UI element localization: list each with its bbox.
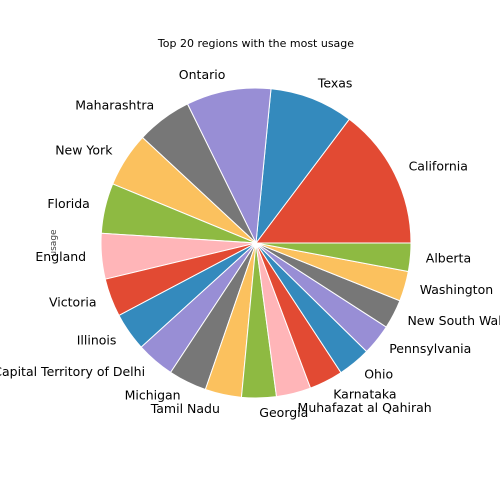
slice-label-england: England	[35, 249, 86, 264]
slice-label-california: California	[409, 158, 468, 173]
slice-label-national-capital-territory-of-delhi: National Capital Territory of Delhi	[0, 364, 145, 379]
slice-label-texas: Texas	[317, 76, 353, 91]
slice-label-victoria: Victoria	[49, 295, 96, 310]
slice-label-florida: Florida	[47, 196, 90, 211]
slice-label-maharashtra: Maharashtra	[75, 98, 154, 113]
pie-slice-california	[254, 118, 412, 244]
slice-label-new-york: New York	[55, 143, 113, 158]
pie-slice-ontario	[186, 87, 272, 245]
slice-label-georgia: Georgia	[259, 405, 308, 420]
slice-label-ontario: Ontario	[179, 67, 226, 82]
slice-label-muhafazat-al-qahirah: Muhafazat al Qahirah	[298, 400, 432, 415]
pie-slices	[100, 87, 412, 399]
slice-label-tamil-nadu: Tamil Nadu	[150, 401, 220, 416]
slice-label-alberta: Alberta	[426, 250, 471, 265]
y-axis-label: usage	[49, 229, 59, 257]
slice-label-new-south-wales: New South Wales	[407, 313, 500, 328]
slice-label-michigan: Michigan	[125, 387, 181, 402]
chart-title: Top 20 regions with the most usage	[157, 37, 354, 50]
pie-slice-texas	[255, 88, 351, 245]
slice-label-pennsylvania: Pennsylvania	[389, 341, 471, 356]
pie-slice-alberta	[255, 242, 412, 273]
pie-labels: California Texas Ontario Maharashtra New Yor…	[0, 67, 500, 420]
slice-label-washington: Washington	[420, 282, 493, 297]
slice-label-karnataka: Karnataka	[333, 387, 396, 402]
slice-label-ohio: Ohio	[364, 366, 393, 381]
slice-label-illinois: Illinois	[77, 332, 117, 347]
